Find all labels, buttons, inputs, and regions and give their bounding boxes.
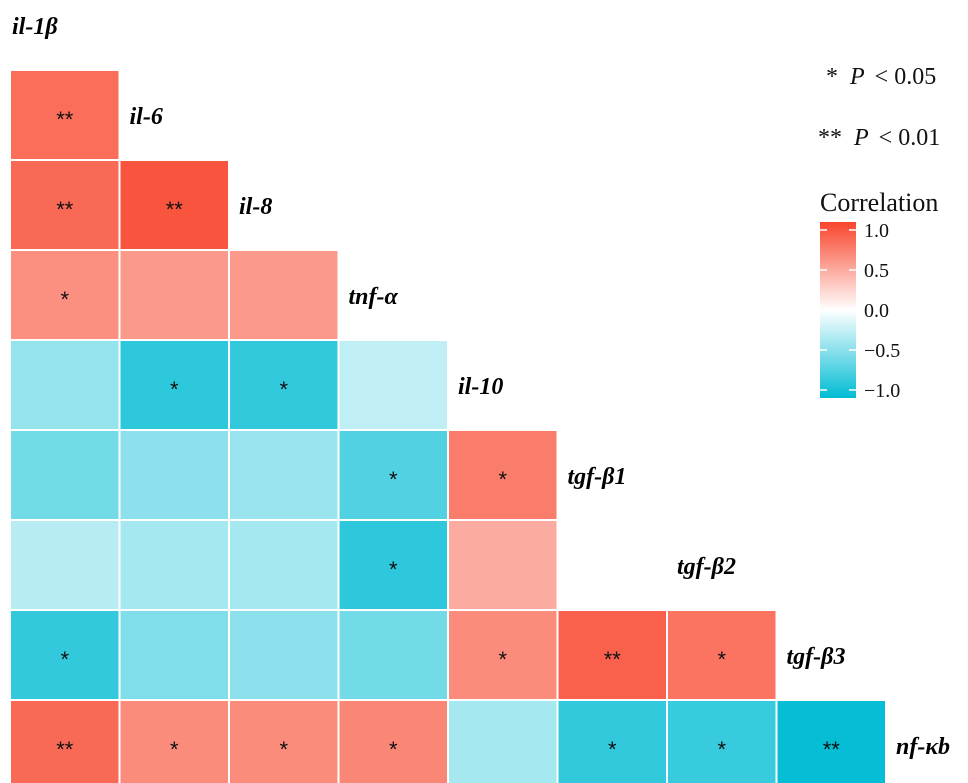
heatmap-cell-tnf-α-il-6 [120,251,228,339]
significance-mark: * [498,647,507,672]
heatmap-cell-tgf-β1-il-8 [230,431,338,519]
legend-tick-label: −1.0 [864,380,900,402]
heatmap-cell-tgf-β2-il-6 [120,521,228,609]
variable-labels: il-1β il-6 il-8 tnf-α il-10 tgf-β1 tgf-β2 tgf-β… [12,14,950,760]
significance-mark: * [389,737,398,762]
p01-note: ** P < 0.01 [818,125,940,151]
legend-title: Correlation [820,188,938,217]
heatmap-cell-tgf-β3-tnf-α [339,611,447,699]
p05-note: * P < 0.05 [826,64,936,90]
significance-mark: * [170,377,179,402]
heatmap-cell-il-10-il-8 [230,341,338,429]
significance-mark: ** [56,197,74,222]
p05-text: < 0.05 [875,64,937,90]
variable-label-tgf-β1: tgf-β1 [568,464,627,490]
heatmap-cell-tgf-β3-il-6 [120,611,228,699]
variable-label-il-10: il-10 [458,374,503,400]
significance-mark: ** [823,737,841,762]
heatmap-cell-il-10-il-6 [120,341,228,429]
significance-mark: * [170,737,179,762]
variable-label-nf-κb: nf-κb [896,734,950,760]
heatmap-cell-tgf-β2-il-8 [230,521,338,609]
heatmap-cell-tgf-β3-il-10 [449,611,557,699]
heatmap-cell-nf-κb-tgf-β1 [558,701,666,783]
p05-stars: * [826,64,838,90]
legend-ticks: 1.0 0.5 0.0 −0.5 −1.0 [820,220,900,402]
heatmap-cell-il-8-il-6 [120,161,228,249]
heatmap-cell-tgf-β1-il-6 [120,431,228,519]
significance-mark: * [608,737,617,762]
legend-tick-label: −0.5 [864,340,900,362]
legend-tick-label: 0.0 [864,300,889,322]
significance-mark: * [498,467,507,492]
p01-label: P [853,125,869,151]
legend-tick-label: 0.5 [864,260,889,282]
variable-label-il-1β: il-1β [12,14,58,40]
heatmap-cell-tnf-α-il-1β [11,251,119,339]
heatmap-cell-il-8-il-1β [11,161,119,249]
heatmap-cell-nf-κb-tnf-α [339,701,447,783]
heatmap-cell-tgf-β3-il-1β [11,611,119,699]
significance-mark: * [717,647,726,672]
legend-tick-label: 1.0 [864,220,889,242]
heatmap-cell-il-10-tnf-α [339,341,447,429]
heatmap-cell-il-10-il-1β [11,341,119,429]
variable-label-tgf-β2: tgf-β2 [677,554,736,580]
heatmap-cell-tnf-α-il-8 [230,251,338,339]
p05-label: P [849,64,865,90]
heatmap-cell-tgf-β3-tgf-β2 [668,611,776,699]
p01-stars: ** [818,125,842,151]
heatmap-cell-tgf-β3-il-8 [230,611,338,699]
heatmap-cell-tgf-β1-il-1β [11,431,119,519]
significance-mark: * [60,287,69,312]
significance-mark: ** [604,647,622,672]
heatmap-cell-nf-κb-tgf-β3 [777,701,885,783]
significance-notes: * P < 0.05 ** P < 0.01 [818,64,940,151]
heatmap-cell-nf-κb-il-1β [11,701,119,783]
heatmap-cell-tgf-β2-il-1β [11,521,119,609]
significance-mark: * [279,377,288,402]
heatmap-cell-il-6-il-1β [11,71,119,159]
heatmap-cell-tgf-β2-tnf-α [339,521,447,609]
significance-mark: * [60,647,69,672]
variable-label-tnf-α: tnf-α [349,284,399,310]
significance-mark: * [389,557,398,582]
heatmap-cell-tgf-β1-il-10 [449,431,557,519]
p01-text: < 0.01 [879,125,941,151]
heatmap-cell-nf-κb-il-10 [449,701,557,783]
significance-mark: ** [56,107,74,132]
heatmap-cell-nf-κb-il-6 [120,701,228,783]
heatmap-cell-tgf-β3-tgf-β1 [558,611,666,699]
significance-mark: ** [56,737,74,762]
variable-label-il-6: il-6 [130,104,163,130]
color-legend: Correlation 1.0 0.5 0.0 −0.5 −1.0 [820,188,938,402]
significance-mark: ** [166,197,184,222]
variable-label-il-8: il-8 [239,194,272,220]
heatmap-cells: **** **** ** *** * ** *** * * * * * ** [11,71,885,783]
significance-mark: * [279,737,288,762]
significance-mark: * [389,467,398,492]
heatmap-cell-nf-κb-il-8 [230,701,338,783]
heatmap-cell-tgf-β1-tnf-α [339,431,447,519]
variable-label-tgf-β3: tgf-β3 [787,644,846,670]
heatmap-cell-nf-κb-tgf-β2 [668,701,776,783]
heatmap-cell-tgf-β2-il-10 [449,521,557,609]
significance-mark: * [717,737,726,762]
